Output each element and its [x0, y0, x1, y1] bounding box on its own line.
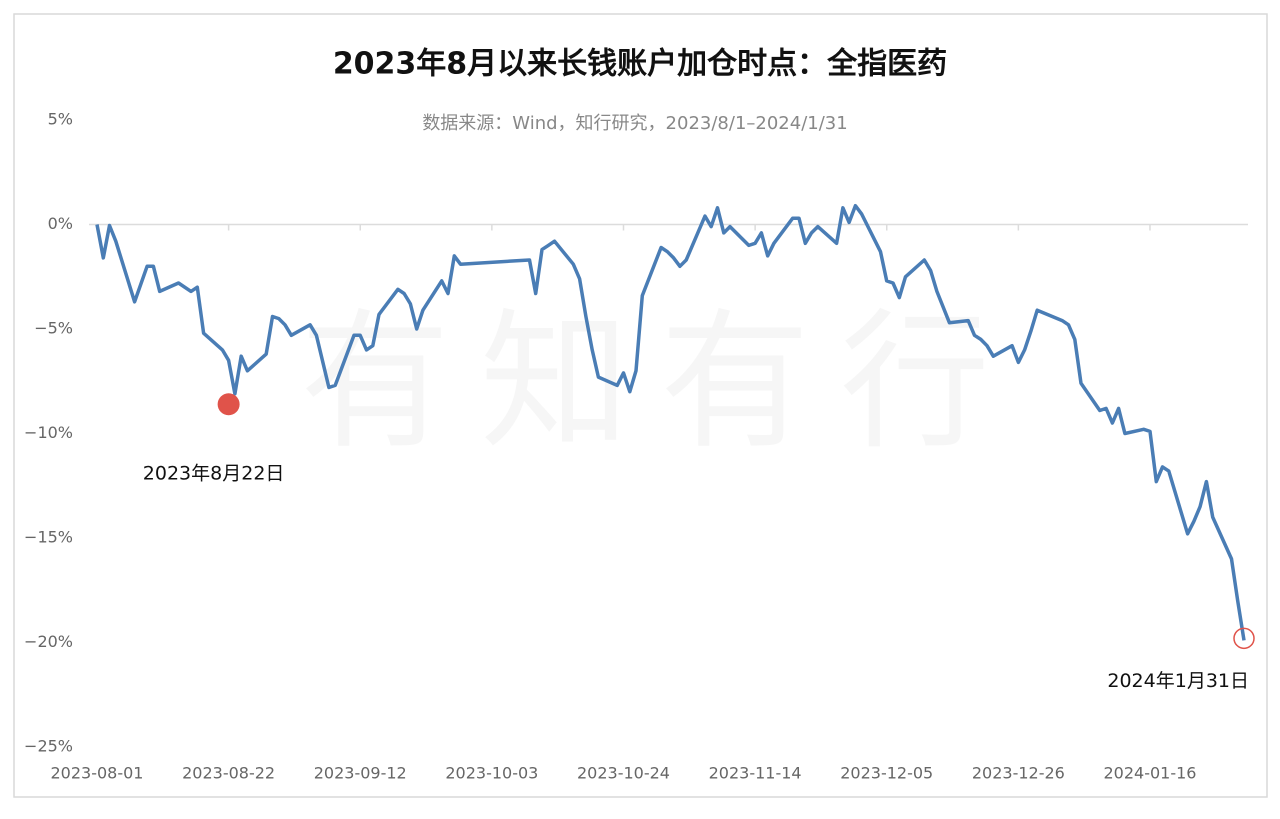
annotation-marker: [1233, 627, 1255, 650]
x-tick-label: 2023-10-03: [445, 764, 538, 783]
watermark: 有知有行: [300, 296, 1020, 470]
y-tick-label: −25%: [24, 737, 73, 756]
data-line: [95, 203, 1246, 641]
x-tick-label: 2023-12-05: [840, 764, 933, 783]
annotation-label: 2023年8月22日: [143, 463, 285, 485]
chart-title: 2023年8月以来长钱账户加仓时点：全指医药: [333, 47, 947, 82]
annotation-label: 2024年1月31日: [1107, 670, 1249, 692]
x-tick-label: 2023-12-26: [972, 764, 1065, 783]
x-tick-label: 2023-08-22: [182, 764, 275, 783]
y-tick-label: −5%: [34, 319, 73, 338]
x-tick-label: 2023-10-24: [577, 764, 670, 783]
x-tick-label: 2024-01-16: [1103, 764, 1196, 783]
x-tick-label: 2023-08-01: [51, 764, 144, 783]
chart-subtitle: 数据来源：Wind，知行研究，2023/8/1–2024/1/31: [422, 113, 847, 134]
y-tick-label: 0%: [48, 214, 73, 233]
y-tick-label: −10%: [24, 423, 73, 442]
annotation-marker: [217, 393, 240, 416]
y-tick-label: −15%: [24, 528, 73, 547]
x-tick-label: 2023-09-12: [314, 764, 407, 783]
y-tick-label: 5%: [48, 110, 73, 129]
x-tick-label: 2023-11-14: [709, 764, 802, 783]
y-tick-label: −20%: [24, 632, 73, 651]
